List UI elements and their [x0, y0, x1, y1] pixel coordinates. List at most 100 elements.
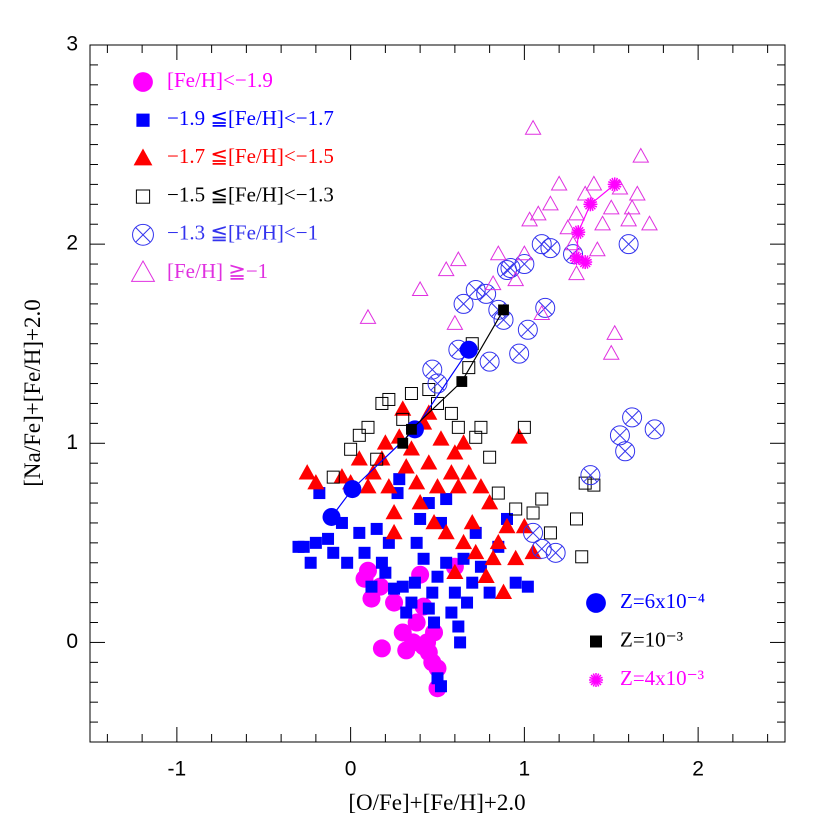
marker-open-triangle [641, 215, 658, 231]
marker [466, 576, 479, 589]
marker-square [379, 566, 392, 579]
marker-cross [526, 525, 541, 540]
model-line [331, 349, 470, 518]
marker-triangle [359, 478, 377, 494]
marker-ray [578, 258, 592, 266]
marker-open-square [326, 470, 340, 484]
marker-square [327, 546, 340, 559]
y-tick-label: 2 [66, 232, 78, 255]
marker-triangle [307, 474, 325, 490]
marker [523, 522, 544, 543]
marker-triangle [446, 563, 464, 580]
marker [382, 536, 395, 549]
marker [606, 324, 624, 340]
marker [469, 430, 483, 444]
marker-square [408, 576, 421, 589]
marker-triangle [385, 523, 403, 540]
marker [343, 480, 362, 499]
marker-triangle [472, 478, 490, 494]
marker [463, 513, 481, 530]
marker [402, 440, 420, 456]
marker-cross [520, 322, 535, 337]
legend-label: [Fe/H]<−1.9 [167, 68, 273, 92]
marker [408, 576, 421, 589]
marker-triangle [477, 567, 495, 584]
marker-dot [385, 593, 404, 612]
marker-triangle [432, 430, 450, 446]
marker [474, 420, 488, 434]
legend-label: −1.3 ≦[Fe/H]<−1 [167, 221, 318, 245]
marker [396, 412, 410, 426]
marker-square [434, 680, 447, 693]
marker [585, 175, 603, 191]
marker [375, 396, 389, 410]
marker [410, 536, 423, 549]
marker [422, 359, 443, 380]
marker-open-square [474, 420, 488, 434]
marker [442, 464, 460, 480]
marker [533, 304, 551, 320]
marker [365, 580, 378, 593]
marker-square [304, 556, 317, 569]
marker-cross [512, 346, 527, 361]
marker [397, 437, 409, 449]
marker-ring [523, 522, 544, 543]
marker-ray [569, 254, 584, 262]
marker-triangle [449, 478, 467, 494]
legend-label: [Fe/H] ≧−1 [167, 259, 268, 283]
marker [420, 454, 438, 470]
marker [453, 293, 474, 314]
marker [432, 430, 450, 446]
marker-ring [545, 542, 566, 563]
marker-ray [583, 200, 598, 208]
marker [446, 314, 464, 330]
marker [602, 344, 620, 360]
marker [594, 215, 612, 231]
marker [474, 560, 487, 573]
marker [570, 512, 583, 526]
marker [515, 245, 533, 261]
marker [489, 533, 507, 550]
marker-square [405, 596, 418, 609]
marker [307, 474, 325, 490]
marker [446, 444, 464, 460]
marker-cross [496, 312, 511, 327]
marker-square [417, 552, 430, 565]
marker-triangle [411, 494, 429, 510]
marker [509, 343, 530, 364]
marker-triangle [455, 533, 473, 550]
marker-cross [534, 541, 549, 556]
marker [545, 542, 566, 563]
marker-triangle [510, 428, 528, 444]
marker-triangle [425, 513, 443, 530]
marker [484, 274, 502, 291]
marker-dot [343, 480, 362, 499]
marker-triangle [467, 543, 485, 560]
marker-open-triangle [507, 270, 525, 287]
marker-square [309, 536, 322, 549]
marker-open-triangle [623, 199, 641, 215]
marker [607, 177, 622, 192]
marker [564, 235, 582, 251]
marker-square [414, 512, 427, 525]
marker [602, 199, 620, 215]
marker-open-triangle [524, 119, 542, 135]
marker [313, 487, 326, 500]
marker-open-triangle [632, 147, 650, 163]
marker-square [397, 437, 409, 449]
marker [372, 639, 391, 658]
marker [623, 199, 641, 215]
marker [609, 425, 630, 446]
marker-open-triangle [411, 280, 429, 297]
marker-cross [456, 296, 471, 311]
legend-label: −1.7 ≦[Fe/H]<−1.5 [167, 144, 334, 168]
y-axis-title: [Na/Fe]+[Fe/H]+2.0 [20, 299, 45, 487]
marker-square [469, 526, 482, 539]
marker-square [452, 620, 465, 633]
marker-square [396, 580, 409, 593]
marker-open-square [575, 550, 589, 564]
marker-triangle [446, 444, 464, 460]
legend-marker [132, 223, 154, 246]
marker-open-triangle [568, 205, 585, 221]
marker [507, 270, 525, 287]
